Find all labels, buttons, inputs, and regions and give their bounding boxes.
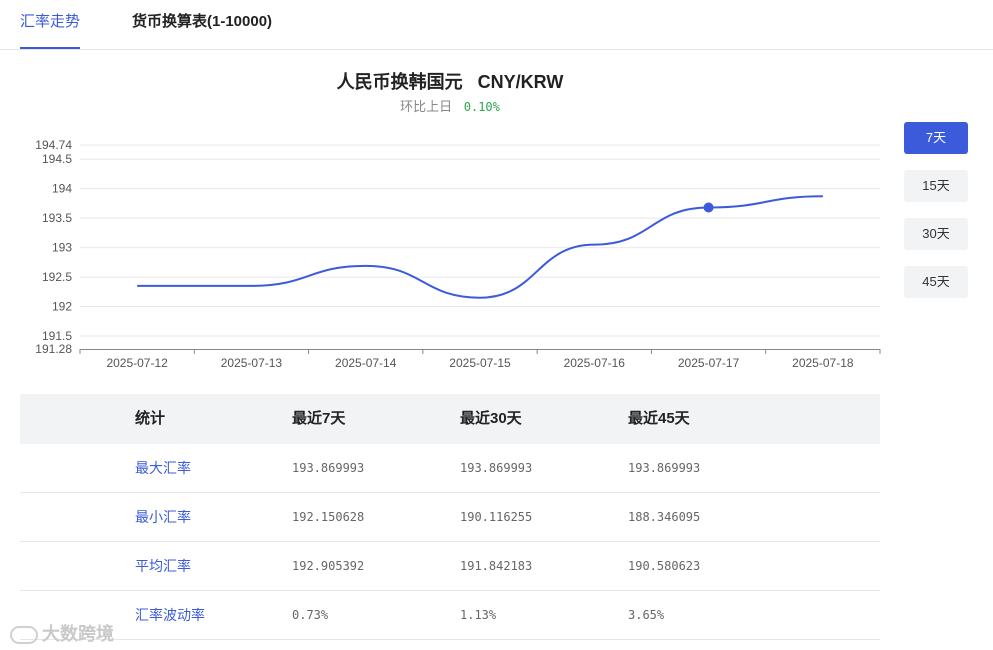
row-label-min[interactable]: 最小汇率 bbox=[135, 509, 191, 525]
highlighted-data-point bbox=[703, 202, 714, 213]
watermark-logo: 大数跨境 bbox=[10, 620, 114, 646]
watermark-text: 大数跨境 bbox=[42, 624, 114, 644]
cell: 0.73% bbox=[292, 608, 329, 622]
tab-bar: 汇率走势 货币换算表(1-10000) bbox=[0, 0, 993, 50]
y-tick-label: 194.5 bbox=[42, 152, 72, 166]
x-tick-label: 2025-07-16 bbox=[564, 356, 626, 370]
cell: 188.346095 bbox=[628, 510, 701, 524]
y-tick-label: 191.5 bbox=[42, 329, 72, 343]
row-label-max[interactable]: 最大汇率 bbox=[135, 460, 191, 476]
row-label-volatility[interactable]: 汇率波动率 bbox=[135, 607, 205, 623]
x-tick-label: 2025-07-13 bbox=[221, 356, 283, 370]
chart-title: 人民币换韩国元 CNY/KRW bbox=[336, 72, 564, 92]
y-tick-label: 192 bbox=[52, 300, 72, 314]
tab-conversion-table[interactable]: 货币换算表(1-10000) bbox=[132, 0, 272, 50]
table-row: 平均汇率 192.905392 191.842183 190.580623 bbox=[20, 542, 880, 591]
header-stat: 统计 bbox=[135, 410, 166, 427]
change-value: 0.10% bbox=[463, 100, 500, 114]
tab-conversion-table-label: 货币换算表(1-10000) bbox=[132, 13, 273, 30]
cell: 3.65% bbox=[628, 608, 665, 622]
y-tick-label: 191.28 bbox=[35, 342, 72, 356]
range-7d-button[interactable]: 7天 bbox=[904, 122, 968, 154]
change-label: 环比上日 bbox=[400, 99, 453, 114]
watermark-icon bbox=[10, 626, 38, 645]
cell: 190.116255 bbox=[460, 510, 533, 524]
change-summary: 环比上日 0.10% bbox=[0, 96, 900, 115]
y-tick-label: 194.74 bbox=[35, 138, 72, 152]
y-tick-label: 192.5 bbox=[42, 270, 72, 284]
header-30d: 最近30天 bbox=[460, 410, 522, 427]
active-tab-underline bbox=[20, 47, 81, 49]
x-tick-label: 2025-07-18 bbox=[792, 356, 854, 370]
range-15d-button[interactable]: 15天 bbox=[904, 170, 968, 202]
y-tick-label: 193.5 bbox=[42, 211, 72, 225]
cell: 1.13% bbox=[460, 608, 497, 622]
range-30d-button[interactable]: 30天 bbox=[904, 218, 968, 250]
header-7d: 最近7天 bbox=[292, 410, 346, 427]
table-row: 最大汇率 193.869993 193.869993 193.869993 bbox=[20, 444, 880, 493]
tab-rate-trend-label: 汇率走势 bbox=[20, 13, 81, 30]
row-label-avg[interactable]: 平均汇率 bbox=[135, 558, 191, 574]
cell: 193.869993 bbox=[628, 461, 701, 475]
table-row: 汇率波动率 0.73% 1.13% 3.65% bbox=[20, 591, 880, 640]
cell: 190.580623 bbox=[628, 559, 701, 573]
cell: 193.869993 bbox=[292, 461, 365, 475]
x-tick-label: 2025-07-15 bbox=[449, 356, 511, 370]
header-45d: 最近45天 bbox=[628, 410, 690, 427]
stats-table: 统计 最近7天 最近30天 最近45天 最大汇率 193.869993 193.… bbox=[20, 394, 880, 640]
table-row: 最小汇率 192.150628 190.116255 188.346095 bbox=[20, 493, 880, 542]
cell: 192.905392 bbox=[292, 559, 365, 573]
stats-header-row: 统计 最近7天 最近30天 最近45天 bbox=[20, 394, 880, 444]
range-45d-button[interactable]: 45天 bbox=[904, 266, 968, 298]
series-line bbox=[137, 195, 823, 299]
y-tick-label: 194 bbox=[52, 182, 72, 196]
cell: 193.869993 bbox=[460, 461, 533, 475]
range-selector: 7天 15天 30天 45天 bbox=[904, 122, 968, 314]
cell: 191.842183 bbox=[460, 559, 533, 573]
x-tick-label: 2025-07-17 bbox=[678, 356, 740, 370]
x-tick-label: 2025-07-12 bbox=[106, 356, 168, 370]
cell: 192.150628 bbox=[292, 510, 365, 524]
y-tick-label: 193 bbox=[52, 241, 72, 255]
x-tick-label: 2025-07-14 bbox=[335, 356, 397, 370]
tab-rate-trend[interactable]: 汇率走势 bbox=[20, 0, 81, 50]
